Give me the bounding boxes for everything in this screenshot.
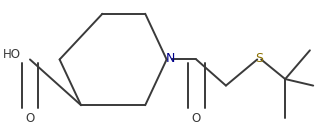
Text: HO: HO [3, 48, 21, 61]
Text: N: N [166, 52, 175, 65]
Text: O: O [25, 112, 35, 125]
Text: S: S [255, 52, 263, 65]
Text: O: O [192, 112, 201, 125]
